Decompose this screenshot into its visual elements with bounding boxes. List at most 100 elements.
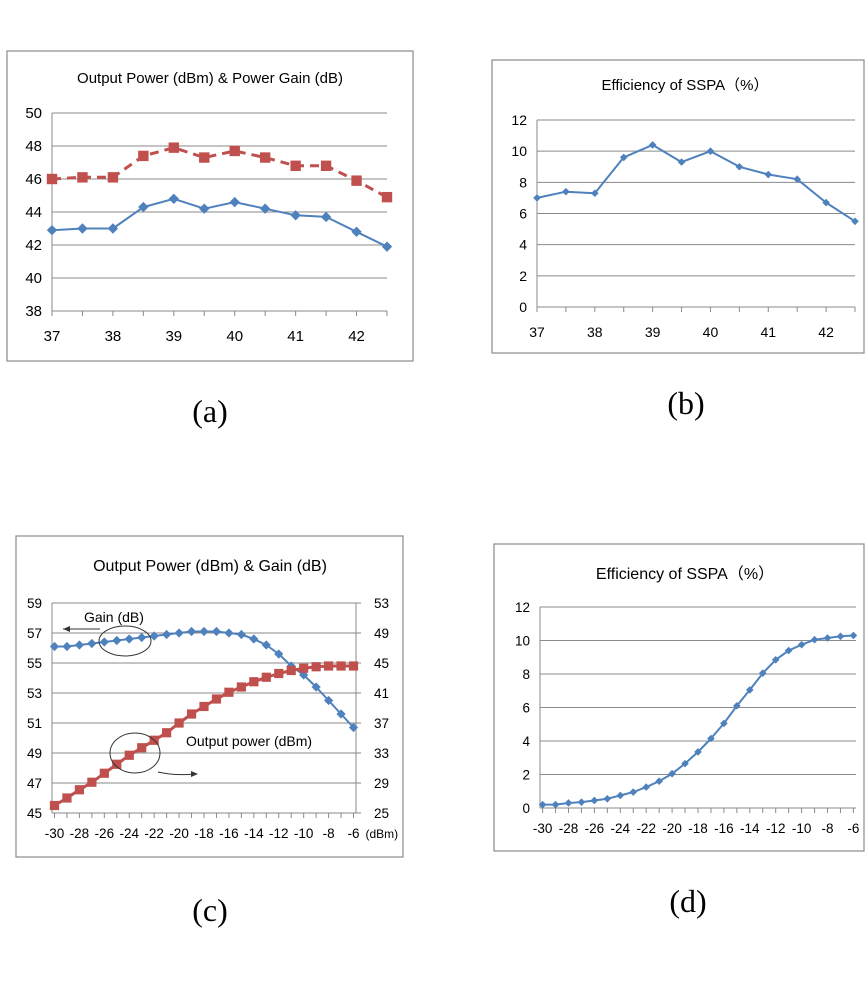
gain-annotation-ellipse — [98, 625, 152, 657]
chart-c-series-0-point — [99, 637, 109, 647]
chart-a-series-1-point — [168, 142, 180, 153]
chart-d-xtick-label: -22 — [636, 821, 656, 836]
chart-d-xtick-label: -14 — [740, 821, 760, 836]
chart-a-series-0-point — [77, 223, 88, 234]
chart-c-series-0-point — [149, 631, 159, 641]
chart-c-series-1-point — [323, 661, 334, 671]
chart-c-series-1-point — [286, 665, 296, 676]
chart-a-series-0-point — [229, 196, 240, 208]
chart-b-ytick-label: 8 — [519, 174, 527, 190]
chart-c-y2tick-label: 29 — [374, 776, 389, 791]
chart-c-series-1-point — [99, 768, 109, 778]
chart-a-series-0-point — [290, 210, 301, 221]
chart-d-ytick-label: 10 — [515, 634, 530, 649]
chart-a-ytick-label: 38 — [25, 303, 42, 320]
chart-d-series-0-point — [836, 632, 845, 641]
chart-c-xtick-label: -10 — [294, 826, 314, 841]
chart-c-y2tick-label: 49 — [374, 626, 389, 641]
chart-d-xtick-label: -12 — [766, 821, 786, 836]
chart-c-xtick-label: -8 — [323, 826, 335, 841]
chart-d-ytick-label: 4 — [522, 734, 530, 749]
chart-a-series-1-point — [351, 175, 362, 186]
chart-c-series-0-point — [249, 634, 259, 644]
chart-c-series-0-point — [274, 649, 284, 659]
chart-c-y2tick-label: 33 — [374, 746, 389, 761]
caption-c: (c) — [192, 892, 228, 928]
chart-b-title: Efficiency of SSPA（%） — [601, 77, 768, 94]
chart-a-series-1-point — [229, 145, 240, 157]
chart-d-series-0-point — [694, 748, 702, 756]
chart-a-series-1-point — [381, 191, 393, 203]
chart-c-series-1-point — [199, 701, 209, 712]
chart-d-xtick-label: -24 — [611, 821, 631, 836]
chart-c-series-1-point — [311, 662, 321, 672]
chart-c-series-1-point — [274, 668, 284, 679]
chart-a-series-0-point — [199, 203, 210, 214]
chart-d-series-0-point — [538, 800, 547, 809]
chart-b-series-0-point — [677, 158, 686, 166]
chart-d-series-0-point — [784, 646, 793, 655]
chart-c-xtick-label: -16 — [219, 826, 239, 841]
output-power-annotation-arrowhead — [191, 771, 198, 777]
chart-a-ytick-label: 42 — [25, 237, 42, 254]
chart-d-xtick-label: -16 — [714, 821, 734, 836]
chart-a-title: Output Power (dBm) & Power Gain (dB) — [77, 70, 343, 87]
chart-a-series-0-point — [381, 241, 393, 252]
chart-a-ytick-label: 40 — [25, 270, 42, 287]
chart-c-series-1-point — [162, 728, 172, 738]
chart-b-series-0-point — [764, 170, 773, 179]
gain-annotation-label: Gain (dB) — [84, 609, 144, 625]
chart-d-series-0-point — [642, 783, 650, 791]
output-power-annotation-label: Output power (dBm) — [186, 733, 312, 749]
chart-d-series-0-point — [823, 634, 832, 642]
chart-d-series-0-point — [849, 631, 858, 640]
chart-c-ytick-label: 51 — [27, 716, 42, 731]
chart-c-xtick-label: -24 — [119, 826, 139, 841]
chart-d-ytick-label: 2 — [522, 768, 530, 783]
chart-a-series-1-point — [77, 172, 88, 183]
chart-b-series-0-point — [591, 189, 599, 198]
chart-c-series-0-point — [124, 634, 134, 644]
chart-d-series-0-point — [810, 635, 819, 644]
chart-b-xtick-label: 39 — [645, 324, 661, 340]
chart-c-series-1-point — [74, 785, 85, 795]
caption-b: (b) — [667, 385, 704, 421]
chart-c-series-1-point — [236, 682, 246, 692]
chart-c-xtick-label: -12 — [269, 826, 289, 841]
chart-b-series-0-point — [735, 162, 744, 171]
chart-a-ytick-label: 48 — [25, 138, 42, 155]
chart-d-series-0-point — [668, 769, 676, 778]
chart-a-series-1-point — [199, 152, 210, 163]
chart-d-series-0-point — [603, 794, 612, 803]
chart-c-series-0-point — [311, 682, 321, 692]
chart-c-series-0-point — [199, 626, 209, 637]
chart-c-ytick-label: 49 — [27, 746, 42, 761]
chart-d-xtick-label: -26 — [585, 821, 605, 836]
chart-a-series-1-point — [138, 150, 149, 162]
chart-b-series-0-point — [706, 147, 715, 155]
chart-c-xtick-label: -6 — [348, 826, 360, 841]
chart-a-series-0-point — [168, 193, 180, 204]
chart-c-series-0-point — [336, 709, 346, 719]
chart-d-series-0-point — [564, 799, 573, 807]
chart-c-series-0-point — [174, 628, 184, 638]
chart-d-series-0-point — [746, 686, 754, 694]
chart-c-xtick-label: -26 — [95, 826, 115, 841]
panel-b-frame — [491, 59, 865, 354]
chart-d-series-0-point — [577, 798, 586, 806]
chart-c-series-0-point — [62, 641, 72, 652]
chart-a-series-1-point — [290, 160, 301, 171]
chart-c-series-1-point — [211, 694, 222, 704]
chart-d-series-0-point — [655, 777, 663, 785]
chart-b-series-0-point — [793, 175, 801, 184]
chart-d-series-0-point — [590, 796, 599, 805]
chart-c-series-0-point — [87, 638, 97, 649]
chart-c-series-1-point — [49, 800, 60, 811]
chart-c-series-1-point — [299, 663, 309, 673]
gain-annotation-arrowhead — [63, 626, 70, 632]
chart-c-series-0-point — [236, 629, 246, 640]
chart-c-series-0-point — [162, 629, 172, 640]
chart-a-series-0-point — [351, 226, 362, 237]
